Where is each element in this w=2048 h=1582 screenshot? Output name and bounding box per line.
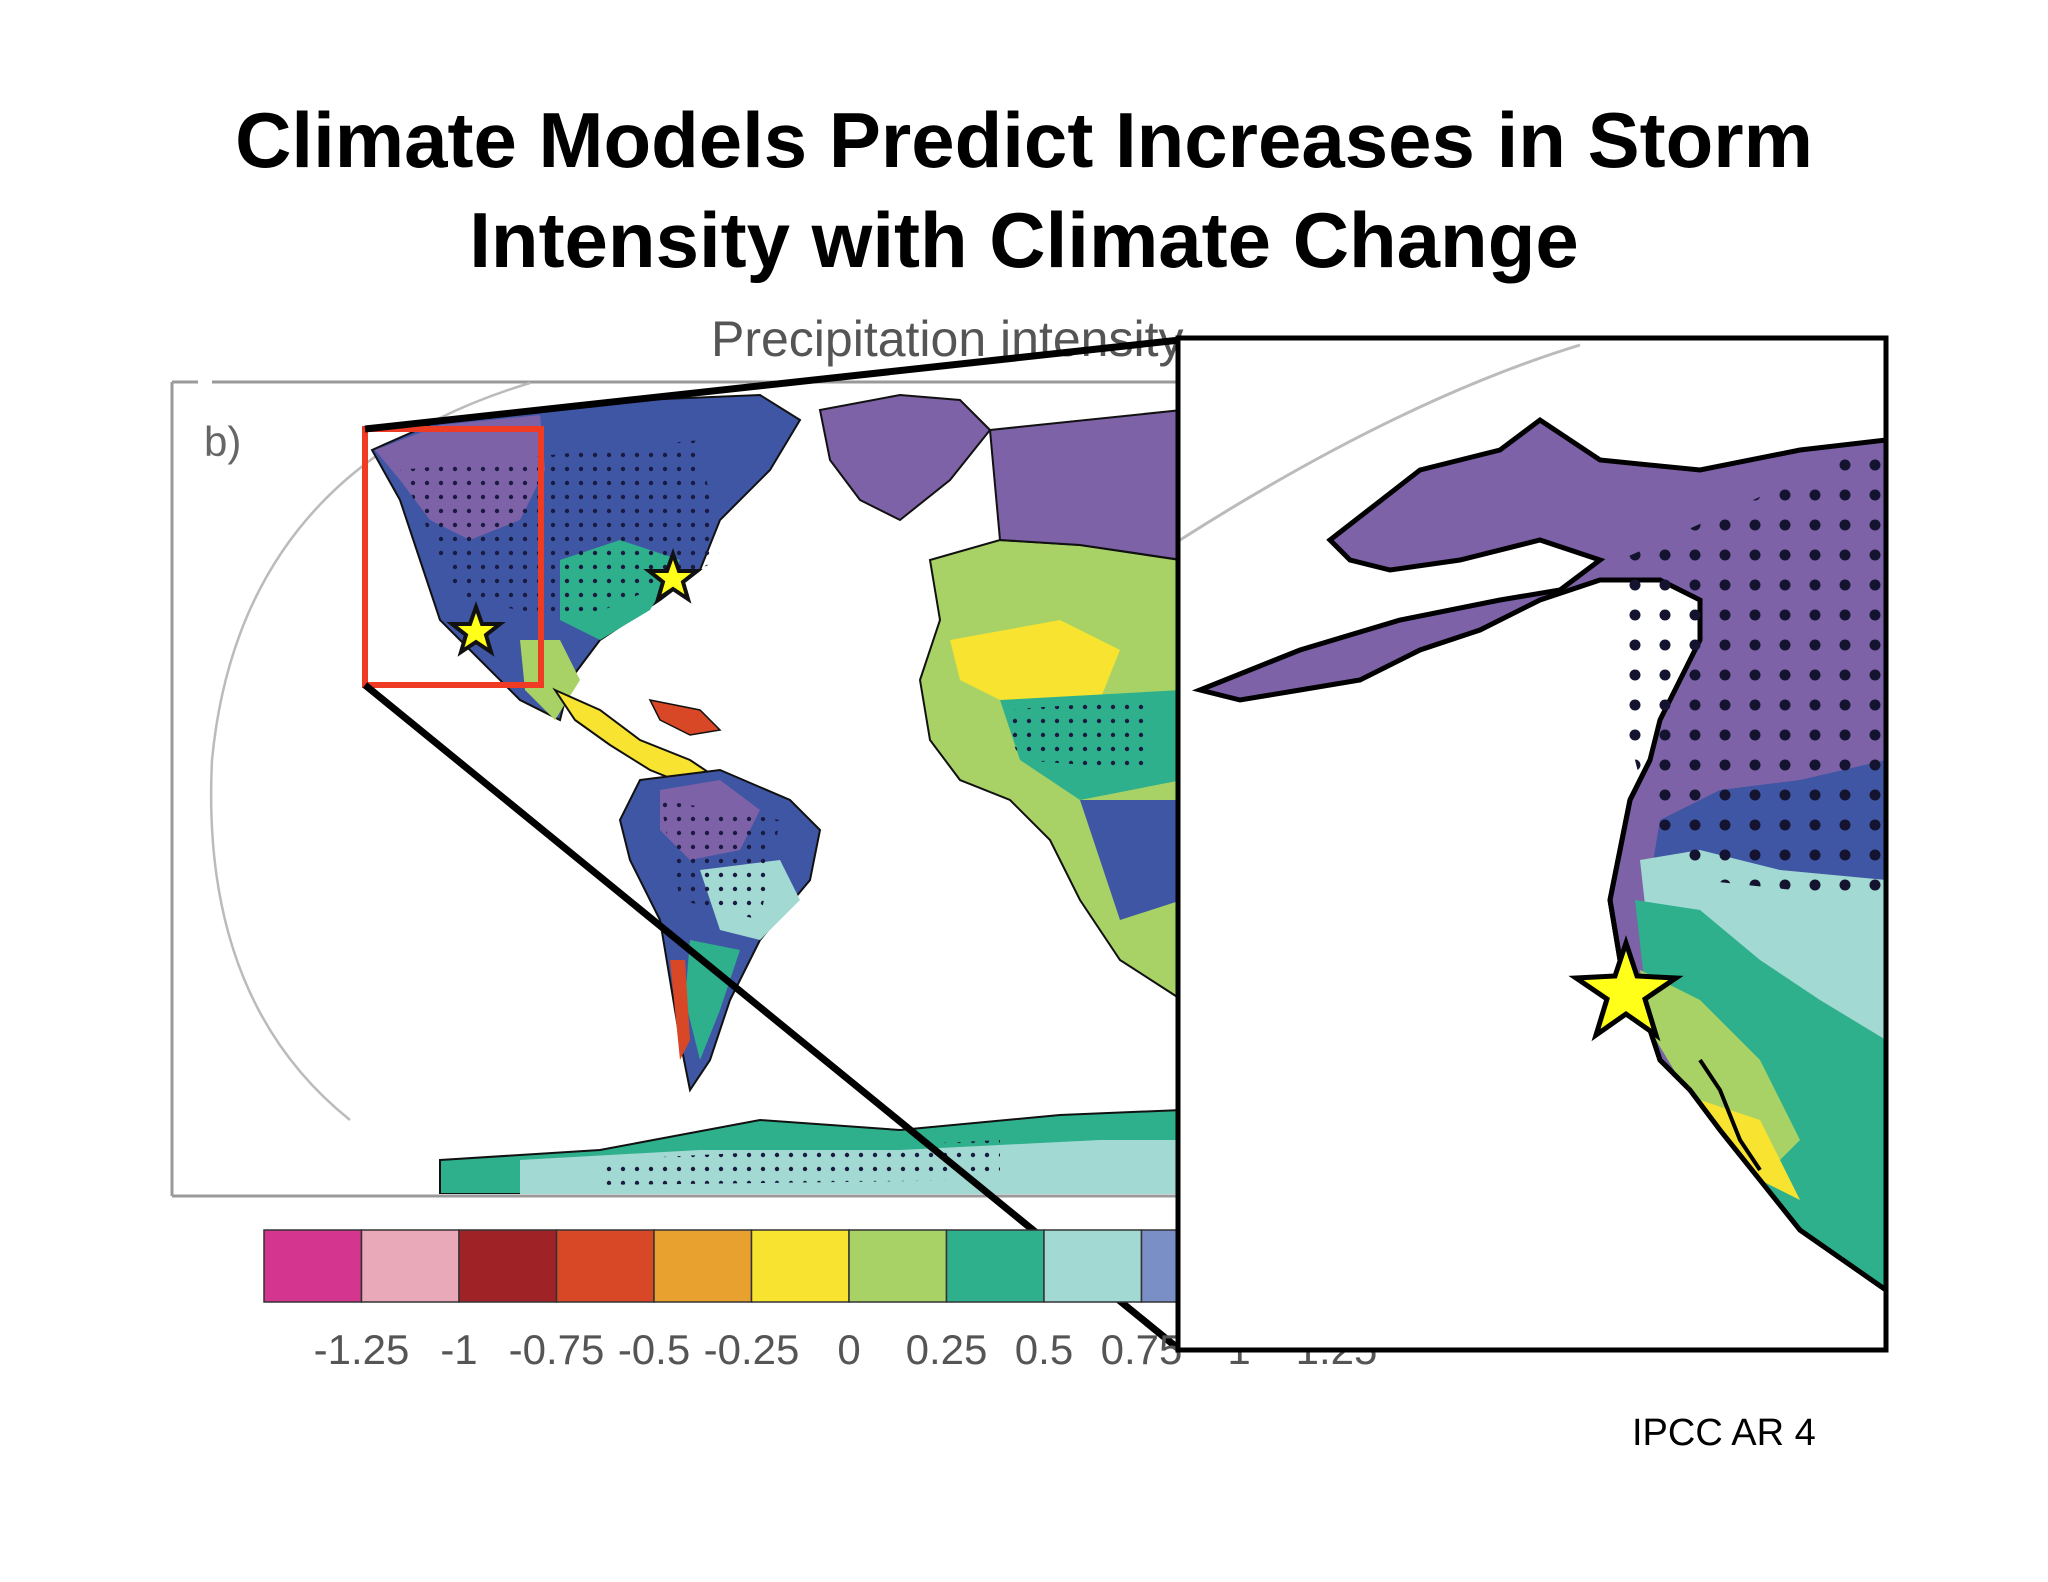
colorbar-swatch — [458, 1229, 558, 1303]
colorbar-tick-label: -0.75 — [509, 1326, 605, 1373]
colorbar-swatch — [1043, 1229, 1143, 1303]
map-frame — [170, 380, 1182, 1198]
zoomed-region-icon — [1175, 335, 1889, 1353]
colorbar-tick-label: 0 — [837, 1326, 860, 1373]
colorbar-swatch — [263, 1229, 363, 1303]
california-star-icon — [1568, 935, 1684, 1042]
colorbar-swatch — [360, 1229, 460, 1303]
colorbar-tick-label: -1 — [440, 1326, 477, 1373]
slide-title: Climate Models Predict Increases in Stor… — [0, 90, 2048, 290]
west-coast-star-icon — [446, 600, 506, 657]
colorbar-swatch — [945, 1229, 1045, 1303]
colorbar-swatch — [848, 1229, 948, 1303]
map-continents — [370, 393, 1182, 1194]
zoom-line-top — [364, 336, 1181, 433]
colorbar-swatch — [653, 1229, 753, 1303]
colorbar-tick-label: -0.25 — [704, 1326, 800, 1373]
citation: IPCC AR 4 — [1632, 1412, 1816, 1454]
greenland — [818, 393, 992, 522]
colorbar-swatch — [750, 1229, 850, 1303]
colorbar-tick-label: 0.25 — [906, 1326, 988, 1373]
colorbar-tick-label: 0.75 — [1101, 1326, 1183, 1373]
colorbar-tick-label: 0.5 — [1015, 1326, 1073, 1373]
highlight-box — [362, 426, 544, 688]
east-coast-star-icon — [643, 547, 703, 604]
panel-label: b) — [204, 418, 241, 465]
colorbar-swatch — [555, 1229, 655, 1303]
title-line-1: Climate Models Predict Increases in Stor… — [235, 96, 1813, 184]
colorbar-tick-label: -1.25 — [314, 1326, 410, 1373]
title-line-2: Intensity with Climate Change — [469, 196, 1579, 284]
map-title: Precipitation intensity — [711, 311, 1183, 367]
colorbar-tick-label: -0.5 — [618, 1326, 690, 1373]
